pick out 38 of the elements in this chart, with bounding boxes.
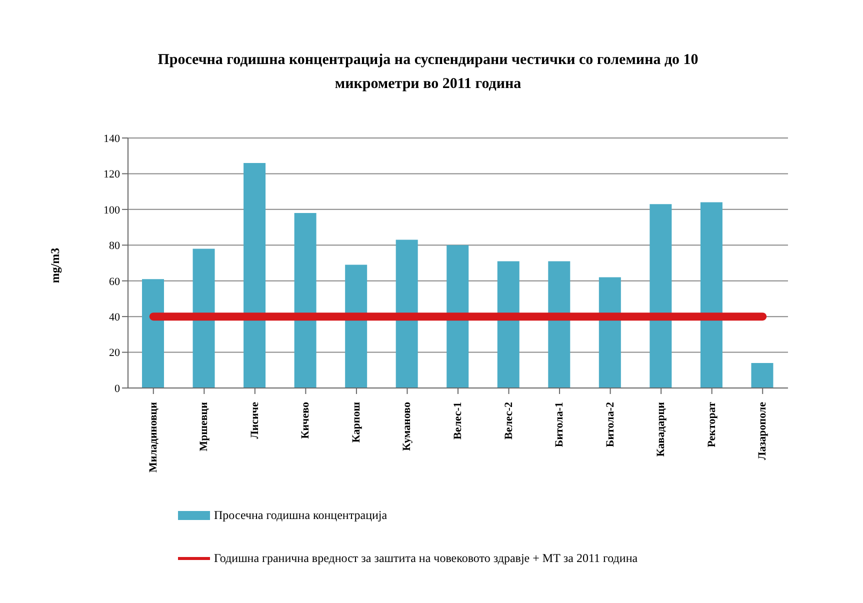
y-tick-label: 60 <box>109 276 120 288</box>
y-axis-title: mg/m3 <box>48 248 64 284</box>
x-tick-label: Велес-2 <box>502 402 515 440</box>
legend-label: Годишна гранична вредност за заштита на човековото здравје + МТ за 2011 година <box>214 551 638 566</box>
bar <box>598 277 621 388</box>
bar <box>650 204 672 388</box>
y-tick-label: 20 <box>109 347 120 360</box>
bar <box>345 264 368 388</box>
y-tick-label: 80 <box>109 240 120 252</box>
x-tick-label: Мршевци <box>198 401 210 452</box>
bar <box>548 261 570 388</box>
y-tick-label: 100 <box>104 204 120 216</box>
bar <box>192 248 215 388</box>
x-tick-label: Ректорат <box>706 401 718 448</box>
bar <box>142 279 164 388</box>
bar <box>751 363 774 388</box>
bar <box>700 202 722 388</box>
bar <box>497 261 520 388</box>
y-tick-label: 140 <box>104 132 120 145</box>
x-tick-label: Велес-1 <box>452 402 464 440</box>
y-tick-label: 40 <box>109 311 120 324</box>
legend-label: Просечна годишна концентрација <box>214 508 388 523</box>
bar <box>294 213 316 388</box>
bar <box>244 163 266 388</box>
x-tick-label: Лисиче <box>248 402 261 439</box>
x-tick-label: Кичево <box>300 402 312 439</box>
x-tick-label: Карпош <box>350 402 362 443</box>
y-tick-label: 120 <box>104 168 120 181</box>
x-tick-label: Битола-2 <box>604 402 616 448</box>
x-tick-label: Куманово <box>401 402 414 451</box>
x-tick-label: Битола-1 <box>554 402 566 448</box>
x-tick-label: Миладиновци <box>147 401 160 472</box>
bar <box>446 245 469 388</box>
x-tick-label: Лазарополе <box>756 402 769 460</box>
chart-title: Просечна годишна концентрација на суспендирани честички со големина до 10 микрометри во 2011 година <box>156 51 700 94</box>
x-tick-label: Кавадарци <box>655 401 668 457</box>
y-tick-label: 0 <box>114 382 120 395</box>
bar <box>396 240 418 388</box>
